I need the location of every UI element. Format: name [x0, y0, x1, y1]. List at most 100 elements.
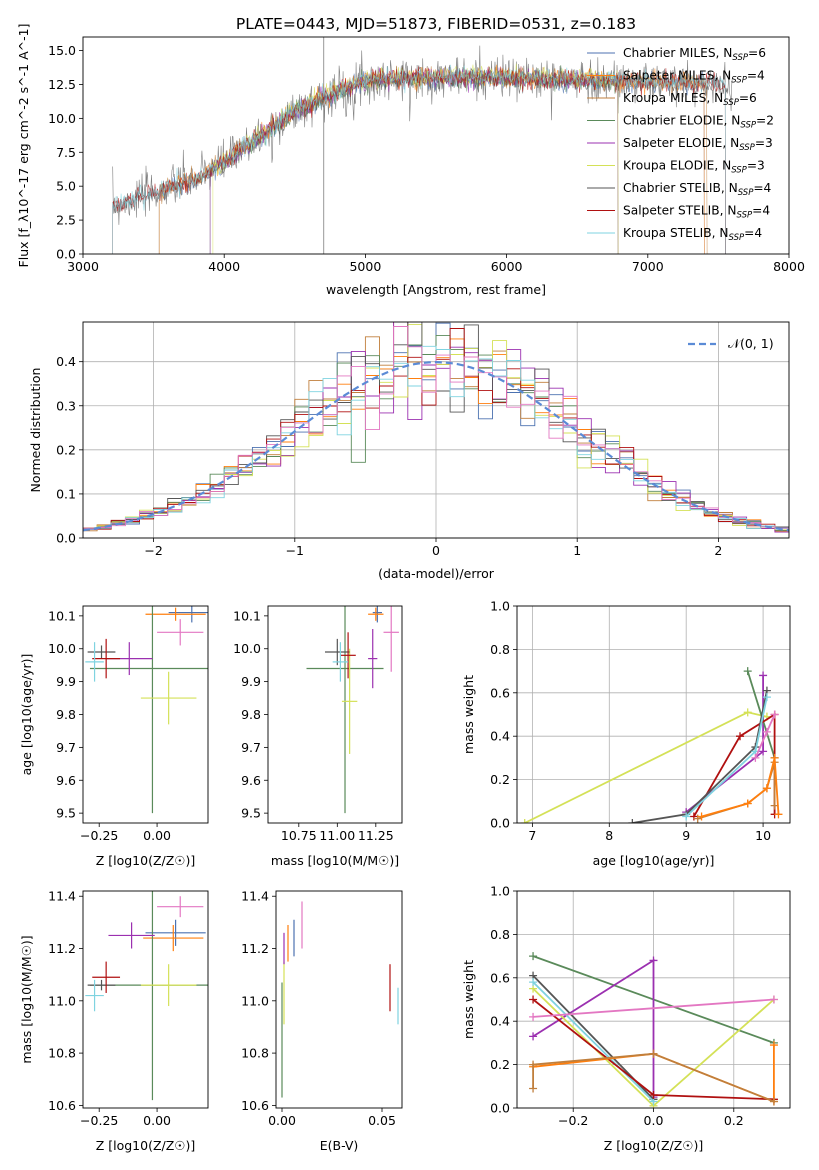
- y-tick-label: 15.0: [48, 43, 76, 58]
- model-spectrum-kroupa-stelib: [112, 64, 726, 254]
- x-tick-label: 3000: [67, 259, 99, 274]
- y-tick-label: 0.8: [490, 927, 510, 942]
- legend-label: Chabrier ELODIE, NSSP=2: [623, 114, 774, 131]
- x-tick-label: −2: [144, 543, 162, 558]
- weight-marker: [520, 819, 529, 823]
- y-tick-label: 0.0: [490, 1101, 510, 1116]
- y-tick-label: 9.6: [241, 773, 261, 788]
- y-tick-label: 9.9: [241, 674, 261, 689]
- y-tick-label: 0.6: [490, 970, 510, 985]
- y-tick-label: 10.1: [233, 608, 261, 623]
- x-tick-label: 10: [755, 828, 771, 843]
- weight-marker: [649, 1090, 658, 1099]
- weight-marker: [770, 753, 779, 762]
- weight-marker: [529, 995, 538, 1004]
- legend-value: =4: [752, 204, 770, 218]
- weight-marker: [769, 995, 778, 1004]
- spectrum-legend: Chabrier MILES, NSSP=6 Salpeter MILES, NS…: [587, 46, 774, 243]
- axes-frame: [82, 605, 209, 824]
- x-tick-label: 0: [432, 543, 440, 558]
- y-tick-label: 0.2: [56, 442, 76, 457]
- y-tick-label: 10.0: [48, 111, 76, 126]
- y-axis-label: Flux [f_λ10^-17 erg cm^-2 s^-1 A^-1]: [16, 24, 31, 268]
- weight-marker: [759, 747, 768, 756]
- legend-value: =4: [744, 226, 762, 240]
- plot-area: [85, 891, 208, 1101]
- y-tick-label: 5.0: [56, 179, 76, 194]
- weight-marker: [529, 1084, 538, 1093]
- weight-marker: [751, 753, 760, 762]
- age-vs-metallicity-panel: −0.25 0.00 9.5 9.6 9.7 9.8 9.9 10.0 10.1 Z [log10…: [19, 605, 209, 868]
- y-tick-label: 10.0: [233, 641, 261, 656]
- y-tick-label: 0.0: [56, 531, 76, 546]
- y-tick-label: 12.5: [48, 77, 76, 92]
- legend-value: =3: [755, 136, 773, 150]
- y-tick-label: 9.6: [56, 773, 76, 788]
- weight-marker: [743, 667, 752, 676]
- axes-frame: [82, 36, 790, 255]
- model-spectrum-salpeter-elodie: [209, 67, 619, 254]
- y-tick-label: 9.8: [241, 707, 261, 722]
- y-tick-label: 9.5: [56, 806, 76, 821]
- weight-marker: [529, 1012, 538, 1021]
- legend-subscript: SSP: [740, 121, 756, 131]
- model-spectrum-kroupa-elodie: [212, 63, 619, 254]
- x-tick-label: 10.75: [281, 828, 317, 843]
- weight-marker: [743, 799, 752, 808]
- weight-vs-age-panel: 7 8 9 10 0.0 0.2 0.4 0.6 0.8 1.0 age [log10(age/yr…: [461, 599, 791, 868]
- weight-marker: [762, 693, 771, 702]
- legend-subscript: SSP: [738, 188, 754, 198]
- legend-value: =2: [756, 114, 774, 128]
- weight-line: [685, 675, 764, 813]
- legend-subscript: SSP: [723, 98, 739, 108]
- x-tick-label: 9: [682, 828, 690, 843]
- y-tick-label: 0.0: [56, 247, 76, 262]
- x-axis-label: Z [log10(Z/Z☉)]: [96, 853, 196, 868]
- weight-marker: [774, 810, 783, 819]
- y-axis-label: mass weight: [461, 960, 476, 1039]
- weight-marker: [529, 952, 538, 961]
- y-tick-label: 7.5: [56, 145, 76, 160]
- weight-marker: [770, 710, 779, 719]
- y-tick-label: 2.5: [56, 213, 76, 228]
- legend-subscript: SSP: [732, 53, 748, 63]
- legend-label: Salpeter STELIB, NSSP=4: [623, 204, 770, 221]
- legend-label: Salpeter MILES, NSSP=4: [623, 69, 765, 86]
- residuals-panel: −2 −1 0 1 2 0.0 0.1 0.2 0.3 0.4 (data-model)/error…: [28, 321, 790, 581]
- weight-marker: [743, 708, 752, 717]
- y-tick-label: 10.0: [48, 641, 76, 656]
- y-tick-label: 9.9: [56, 674, 76, 689]
- weight-marker: [762, 727, 771, 736]
- weight-marker: [529, 1060, 538, 1069]
- x-tick-label: −1: [286, 543, 304, 558]
- weight-vs-metallicity-panel: −0.2 0.0 0.2 0.0 0.2 0.4 0.6 0.8 1.0 Z [log10(Z/Z…: [461, 884, 791, 1153]
- y-tick-label: 0.4: [490, 1014, 510, 1029]
- x-tick-label: −0.2: [558, 1113, 588, 1128]
- x-tick-label: 0.05: [368, 1113, 396, 1128]
- plot-area: [281, 901, 399, 1098]
- plot-area: [112, 37, 733, 254]
- x-tick-label: 7: [528, 828, 536, 843]
- y-tick-label: 11.4: [48, 889, 76, 904]
- x-tick-label: 5000: [349, 259, 381, 274]
- y-tick-label: 9.5: [241, 806, 261, 821]
- x-tick-label: 4000: [208, 259, 240, 274]
- y-tick-label: 0.3: [56, 398, 76, 413]
- weight-marker: [529, 978, 538, 987]
- x-axis-label: wavelength [Angstrom, rest frame]: [326, 282, 546, 297]
- y-tick-label: 10.6: [48, 1098, 76, 1113]
- legend-subscript: SSP: [729, 233, 745, 243]
- x-tick-label: −0.25: [80, 1113, 118, 1128]
- y-tick-label: 0.1: [56, 486, 76, 501]
- weight-marker: [649, 956, 658, 965]
- legend-value: =6: [748, 46, 766, 60]
- y-axis-label: age [log10(age/yr)]: [19, 654, 34, 776]
- x-tick-label: 11.00: [319, 828, 355, 843]
- x-tick-label: 8: [605, 828, 613, 843]
- legend-value: =4: [747, 69, 765, 83]
- legend-label: Chabrier STELIB, NSSP=4: [623, 181, 772, 198]
- x-tick-label: 7000: [632, 259, 664, 274]
- weight-line: [533, 998, 774, 1018]
- y-tick-label: 1.0: [490, 599, 510, 614]
- weight-line: [532, 958, 655, 1098]
